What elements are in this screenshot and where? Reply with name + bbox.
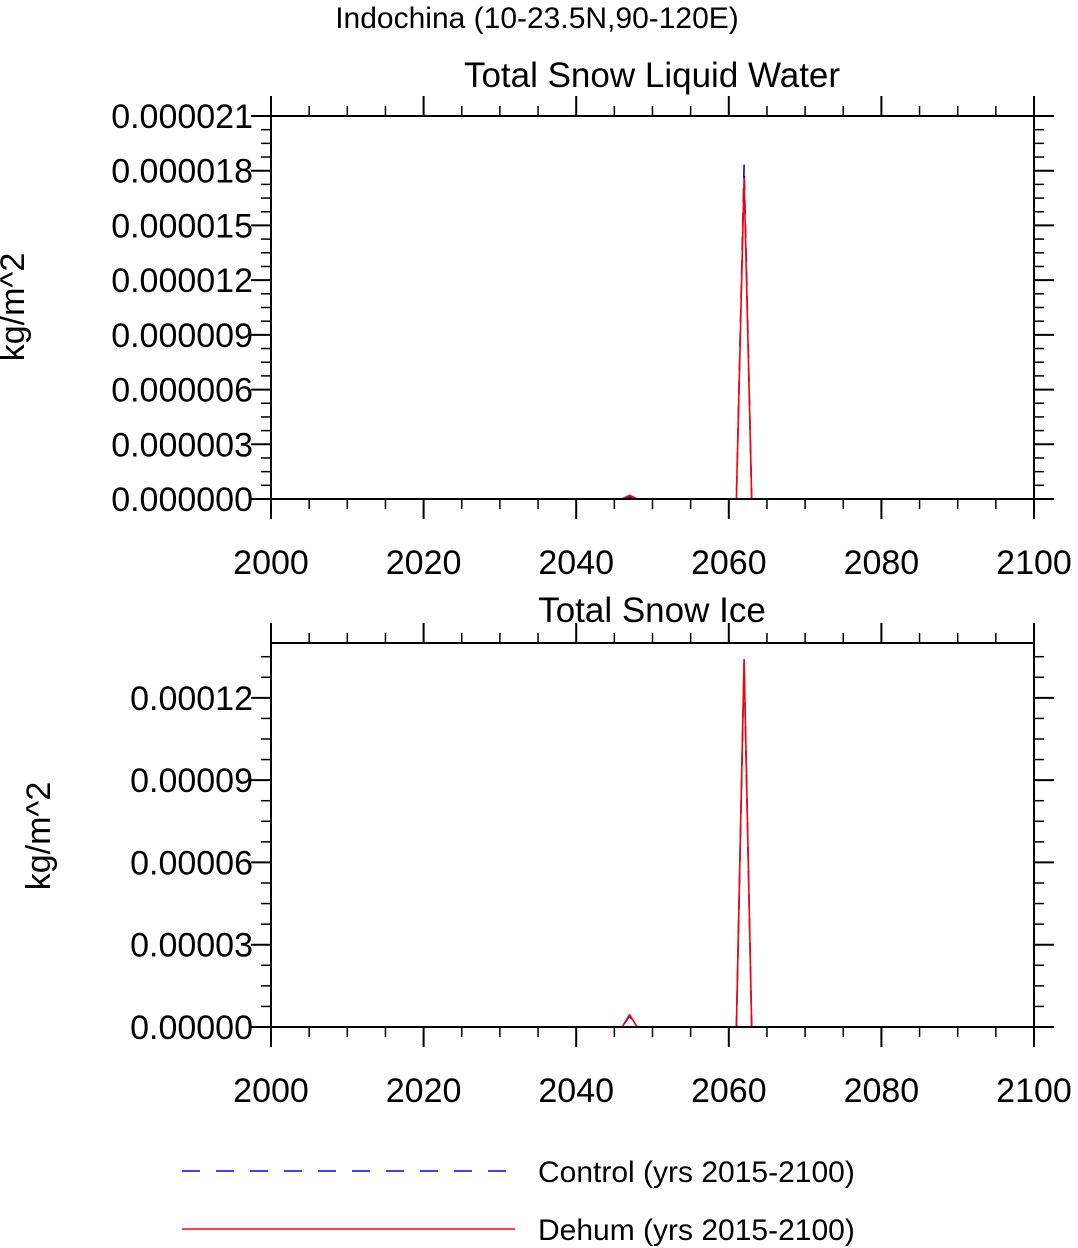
y-tick-label: 0.00006 xyxy=(130,844,253,882)
tick-labels: 2000 2020 2040 2060 2080 2100 0.000000 0.000003… xyxy=(111,98,1072,582)
y-tick-label: 0.00000 xyxy=(130,1009,253,1047)
x-tick-label: 2020 xyxy=(386,1072,462,1110)
y-tick-label: 0.000000 xyxy=(111,481,253,519)
chart-panel-1: Total Snow Ice kg/m^2 2000 2020 2040 2060 20… xyxy=(20,591,1072,1110)
x-tick-label: 2080 xyxy=(844,544,920,582)
y-tick-label: 0.000018 xyxy=(111,153,253,191)
tick-labels: 2000 2020 2040 2060 2080 2100 0.00000 0.00003 0.… xyxy=(130,680,1072,1110)
series-line-dehum xyxy=(385,177,1034,500)
y-tick-label: 0.000021 xyxy=(111,98,253,136)
x-tick-label: 2060 xyxy=(691,1072,767,1110)
x-tick-label: 2040 xyxy=(538,544,614,582)
series-line-control xyxy=(385,164,1034,500)
legend-label-control: Control (yrs 2015-2100) xyxy=(538,1156,855,1189)
series-lines xyxy=(385,658,1034,1028)
y-tick-label: 0.000012 xyxy=(111,262,253,300)
figure-title: Indochina (10-23.5N,90-120E) xyxy=(335,2,739,35)
chart-title: Total Snow Ice xyxy=(538,591,766,630)
x-tick-label: 2100 xyxy=(996,544,1072,582)
y-tick-label: 0.00012 xyxy=(130,680,253,718)
x-tick-label: 2080 xyxy=(844,1072,920,1110)
plot-frame xyxy=(270,115,1035,500)
x-tick-label: 2020 xyxy=(386,544,462,582)
y-tick-label: 0.000006 xyxy=(111,372,253,410)
axis-ticks xyxy=(251,623,1054,1047)
chart-panel-0: Total Snow Liquid Water kg/m^2 2000 2020 2… xyxy=(0,56,1072,582)
y-axis-label: kg/m^2 xyxy=(0,253,32,362)
series-line-control xyxy=(385,661,1034,1028)
y-tick-label: 0.000003 xyxy=(111,426,253,464)
y-tick-label: 0.000015 xyxy=(111,207,253,245)
series-lines xyxy=(385,164,1034,500)
y-axis-label: kg/m^2 xyxy=(20,782,58,891)
x-tick-label: 2100 xyxy=(996,1072,1072,1110)
chart-title: Total Snow Liquid Water xyxy=(464,56,840,95)
y-tick-label: 0.00003 xyxy=(130,927,253,965)
legend: Control (yrs 2015-2100) Dehum (yrs 2015-… xyxy=(182,1156,855,1247)
legend-label-dehum: Dehum (yrs 2015-2100) xyxy=(538,1214,855,1247)
y-tick-label: 0.000009 xyxy=(111,317,253,355)
axis-ticks xyxy=(251,96,1054,519)
series-line-dehum xyxy=(385,658,1034,1028)
x-tick-label: 2000 xyxy=(233,1072,309,1110)
plot-frame xyxy=(270,642,1035,1028)
x-tick-label: 2040 xyxy=(538,1072,614,1110)
y-tick-label: 0.00009 xyxy=(130,762,253,800)
x-tick-label: 2060 xyxy=(691,544,767,582)
x-tick-label: 2000 xyxy=(233,544,309,582)
